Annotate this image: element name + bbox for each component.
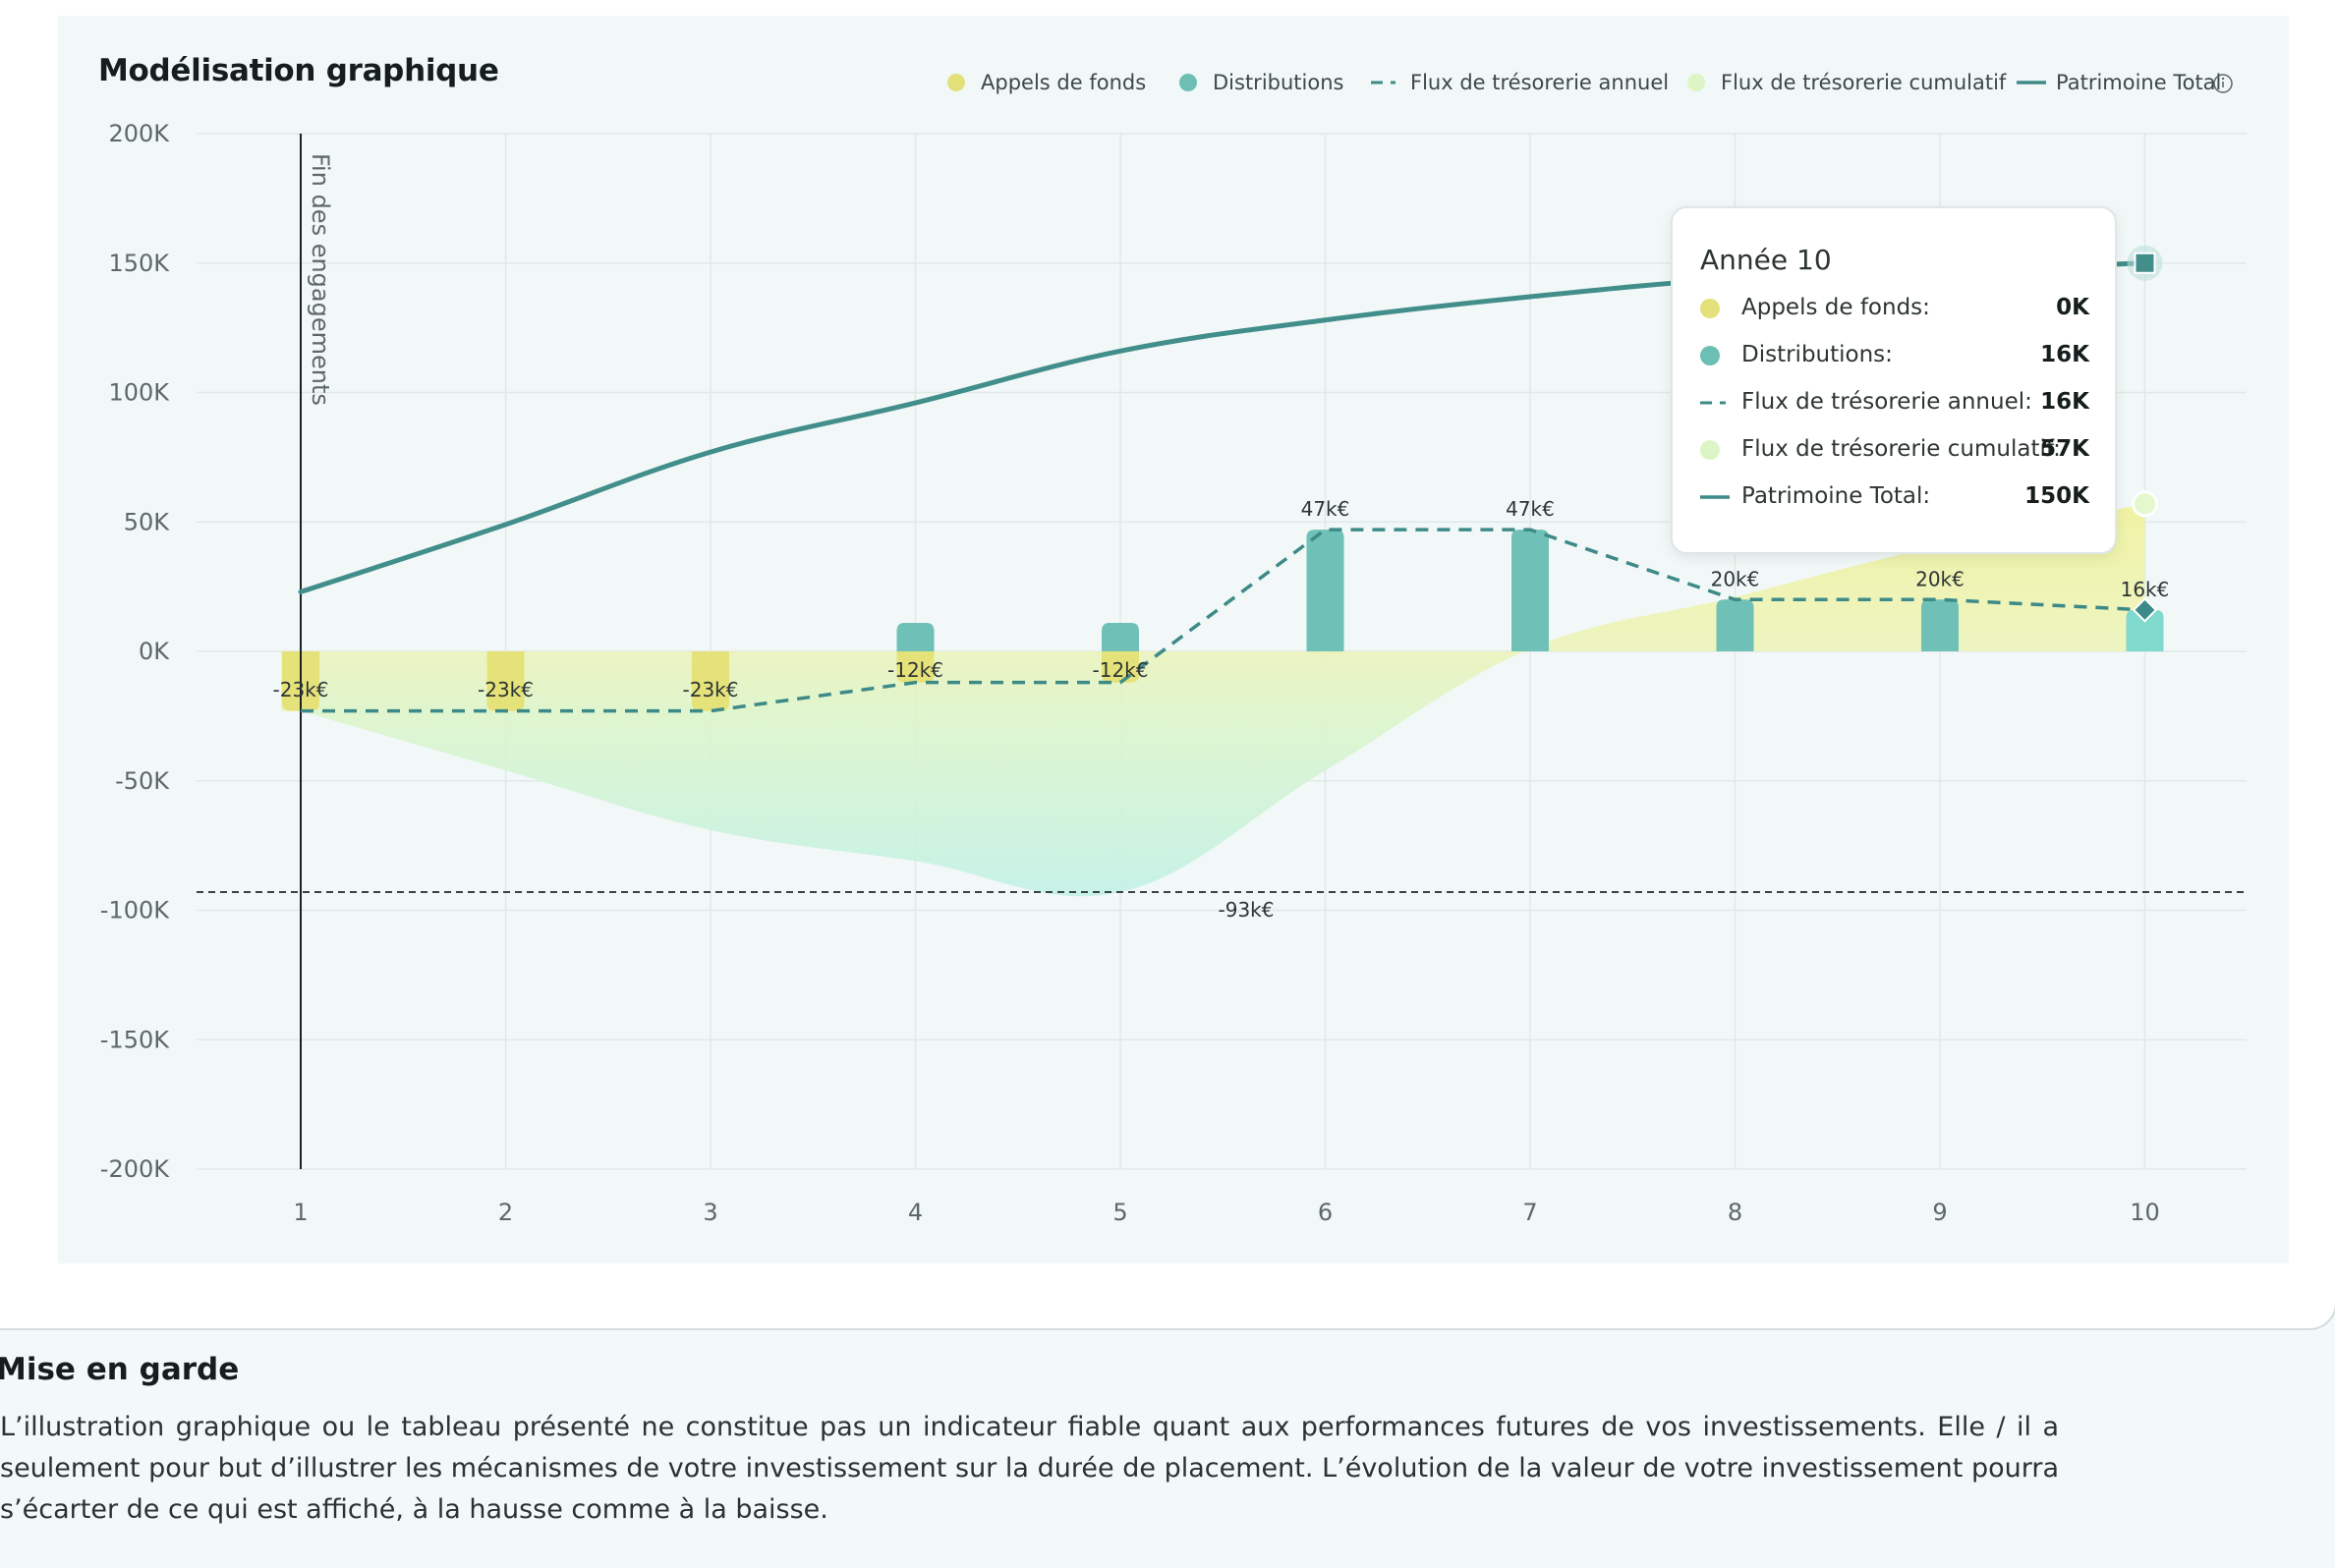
- legend-label: Flux de trésorerie annuel: [1410, 71, 1669, 94]
- info-circle-icon: [2213, 74, 2233, 93]
- x-axis-ticks: 1 2 3 4 5 6 7 8 9 10: [293, 1199, 2159, 1226]
- y-axis-ticks: 200K 150K 100K 50K 0K -50K -100K -150K -200K: [100, 120, 170, 1183]
- tooltip-value: 150K: [2024, 483, 2089, 509]
- bar-labels: -23k€ -23k€ -23k€ -12k€ -12k€ 47k€ 47k€ 20k€ 20k…: [273, 497, 2170, 701]
- bar-distributions: [2126, 609, 2164, 651]
- flux-annuel-point: [2132, 597, 2158, 623]
- legend-item[interactable]: Flux de trésorerie cumulatif: [1687, 71, 2007, 94]
- bar-appels: [896, 651, 935, 683]
- data-label: -23k€: [478, 678, 534, 701]
- patrimoine-point: [2134, 252, 2156, 274]
- data-label: -12k€: [887, 658, 943, 682]
- tooltip-value: 16K: [2040, 389, 2089, 415]
- y-tick-label: 0K: [139, 638, 170, 665]
- y-tick-label: -50K: [115, 767, 170, 795]
- legend-dot-icon: [1687, 74, 1705, 91]
- x-tick-label: 4: [908, 1199, 923, 1226]
- bar-appels: [692, 651, 729, 711]
- tooltip-row-distributions: Distributions: 16K: [1700, 338, 2089, 373]
- x-tick-label: 9: [1932, 1199, 1947, 1226]
- y-tick-label: 100K: [108, 379, 170, 407]
- reference-line: -93k€: [197, 891, 2247, 922]
- flux-annuel-line: [301, 528, 2145, 713]
- data-label: 16k€: [2121, 578, 2170, 601]
- data-label: -12k€: [1093, 658, 1149, 682]
- legend[interactable]: Appels de fonds Distributions Flux de trés…: [947, 71, 2233, 94]
- tooltip-title: Année 10: [1700, 244, 1832, 276]
- x-tick-label: 3: [703, 1199, 717, 1226]
- legend-item[interactable]: Distributions: [1179, 71, 1343, 94]
- commitment-end-marker: Fin des engagements: [300, 134, 334, 1169]
- x-tick-label: 8: [1728, 1199, 1742, 1226]
- distributions-dot-icon: [1700, 338, 1722, 373]
- data-label: 47k€: [1301, 497, 1350, 521]
- bar-distributions: [1102, 623, 1139, 651]
- tooltip-value: 16K: [2040, 342, 2089, 367]
- tooltip-value: 0K: [2056, 295, 2089, 320]
- chart-title: Modélisation graphique: [98, 53, 499, 88]
- x-tick-label: 10: [2130, 1199, 2160, 1226]
- cumulative-dot-icon: [1700, 432, 1722, 468]
- bar-distributions: [1306, 530, 1344, 651]
- bar-distributions: [1716, 599, 1754, 651]
- legend-label: Appels de fonds: [981, 71, 1146, 94]
- appels-dot-icon: [1700, 291, 1722, 326]
- tooltip-row-flux-annuel: Flux de trésorerie annuel: 16K: [1700, 385, 2089, 420]
- data-label: 47k€: [1506, 497, 1555, 521]
- legend-item[interactable]: Flux de trésorerie annuel: [1371, 71, 1669, 94]
- warning-text: L’illustration graphique ou le tableau p…: [0, 1412, 2059, 1525]
- legend-label: Flux de trésorerie cumulatif: [1721, 71, 2007, 94]
- cumulative-area: [301, 503, 2145, 897]
- legend-item[interactable]: Patrimoine Total: [2017, 71, 2221, 94]
- x-tick-label: 1: [293, 1199, 308, 1226]
- tooltip-value: 57K: [2040, 436, 2089, 462]
- tooltip-label: Appels de fonds:: [1741, 295, 1930, 320]
- tooltip-row-flux-cumulatif: Flux de trésorerie cumulatif: 57K: [1700, 432, 2089, 468]
- tooltip-label: Flux de trésorerie cumulatif:: [1741, 436, 2061, 462]
- commitment-end-label: Fin des engagements: [307, 153, 334, 406]
- y-tick-label: 150K: [108, 250, 170, 277]
- tooltip-label: Patrimoine Total:: [1741, 483, 1931, 509]
- legend-dot-icon: [947, 74, 965, 91]
- tooltip-label: Distributions:: [1741, 342, 1893, 367]
- bar-distributions: [896, 623, 935, 651]
- data-label: -23k€: [683, 678, 739, 701]
- x-tick-label: 7: [1522, 1199, 1537, 1226]
- reference-line-label: -93k€: [1219, 898, 1275, 922]
- y-tick-label: -200K: [100, 1155, 170, 1183]
- y-tick-label: 200K: [108, 120, 170, 147]
- legend-label: Patrimoine Total: [2056, 71, 2221, 94]
- legend-label: Distributions: [1213, 71, 1343, 94]
- bar-distributions: [1921, 599, 1959, 651]
- cumulative-point: [2132, 490, 2158, 518]
- cumulative-cashflow-area: [281, 503, 2145, 897]
- solid-line-icon: [1700, 479, 1730, 515]
- x-tick-label: 2: [498, 1199, 513, 1226]
- legend-dot-icon: [1179, 74, 1197, 91]
- data-label: -23k€: [273, 678, 329, 701]
- tooltip-row-appels: Appels de fonds: 0K: [1700, 291, 2089, 326]
- tooltip-label: Flux de trésorerie annuel:: [1741, 389, 2032, 415]
- x-tick-label: 6: [1318, 1199, 1333, 1226]
- y-tick-label: -150K: [100, 1026, 170, 1053]
- year-10-points: [2127, 245, 2163, 623]
- legend-item[interactable]: Appels de fonds: [947, 71, 1146, 94]
- x-tick-label: 5: [1112, 1199, 1127, 1226]
- y-tick-label: -100K: [100, 897, 170, 924]
- tooltip-row-patrimoine: Patrimoine Total: 150K: [1700, 479, 2089, 515]
- warning-title: Mise en garde: [0, 1352, 240, 1387]
- data-label: 20k€: [1711, 567, 1760, 590]
- bar-distributions: [1511, 530, 1549, 651]
- data-label: 20k€: [1915, 567, 1965, 590]
- dashed-line-icon: [1700, 385, 1726, 420]
- y-tick-label: 50K: [124, 508, 171, 535]
- info-icon-dot: [2221, 77, 2225, 81]
- bar-appels: [486, 651, 525, 711]
- chart-tooltip: Année 10 Appels de fonds: 0K Distributio…: [1671, 206, 2117, 554]
